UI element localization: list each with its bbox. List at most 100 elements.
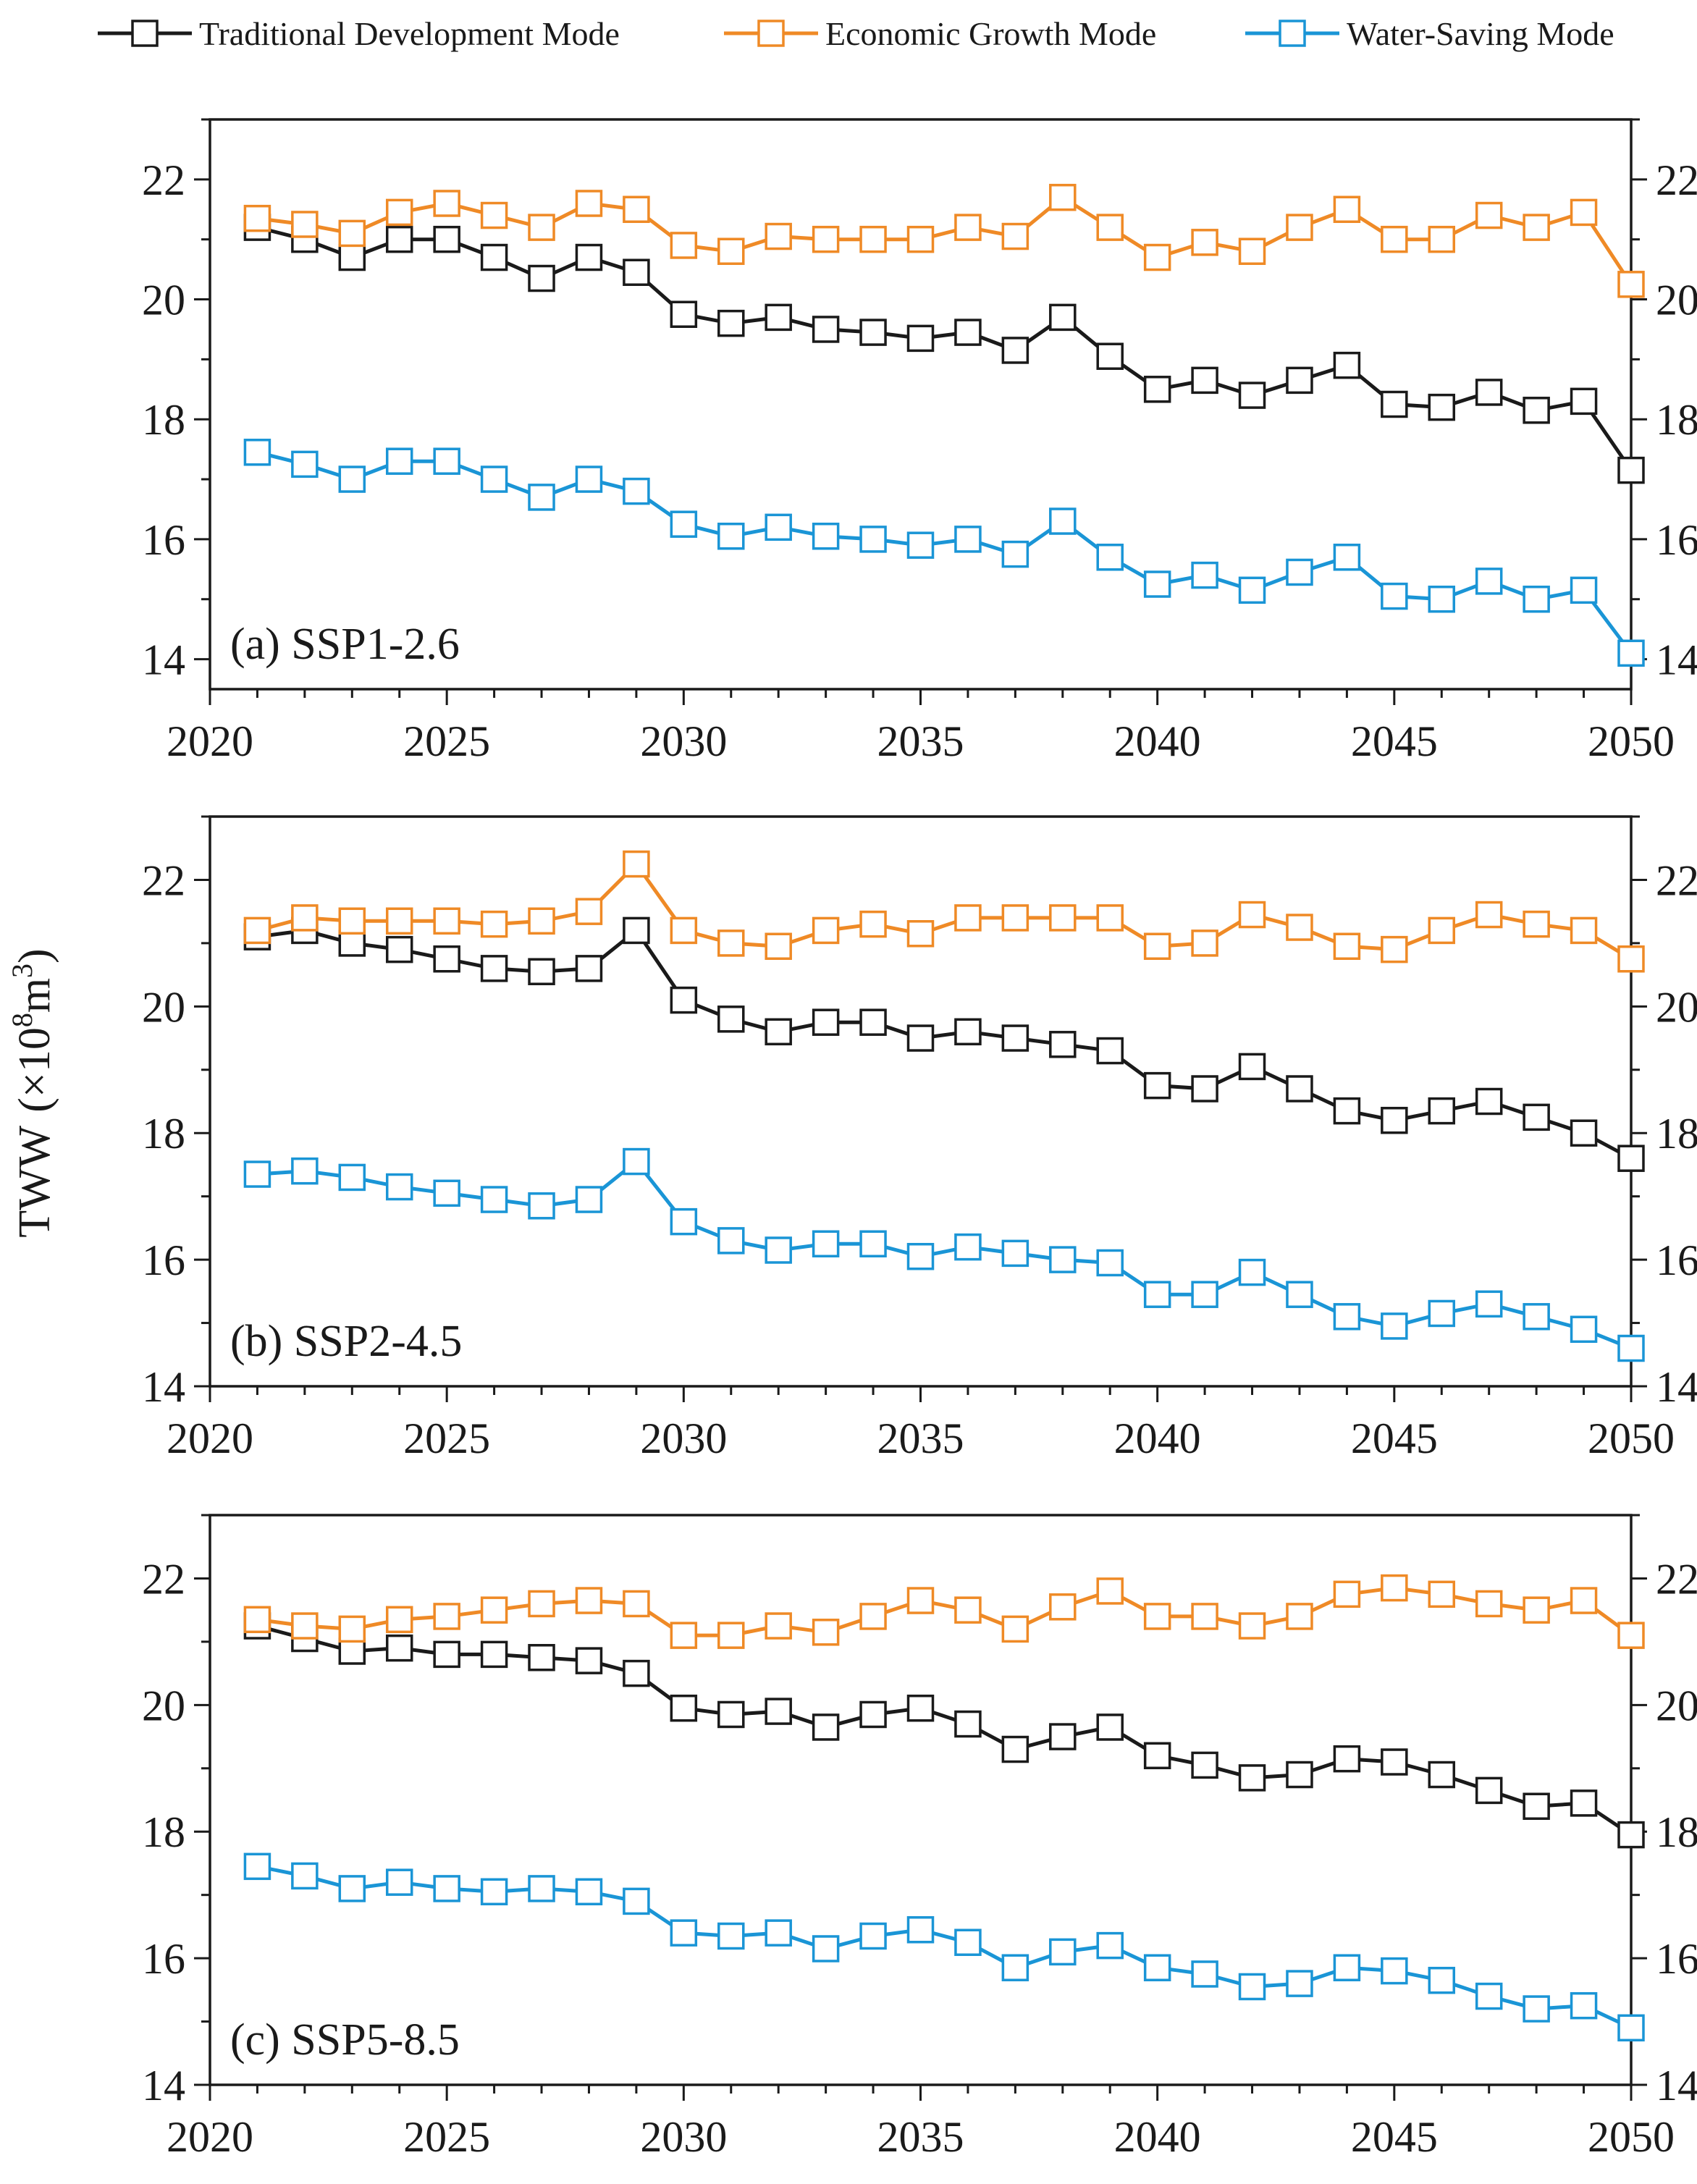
data-point-water_saving [1475, 1290, 1503, 1318]
data-point-traditional [1617, 1821, 1645, 1849]
data-point-traditional [954, 1710, 982, 1738]
data-point-water_saving [1286, 1970, 1313, 1997]
x-tick-label: 2050 [1588, 2113, 1675, 2161]
data-point-water_saving [528, 1875, 555, 1902]
data-point-economic [1475, 201, 1503, 229]
data-point-traditional [1096, 1037, 1124, 1065]
data-point-water_saving [1143, 1281, 1171, 1308]
data-point-economic [1617, 945, 1645, 973]
data-point-economic [1475, 1590, 1503, 1618]
data-point-traditional [1523, 397, 1550, 424]
data-point-economic [1523, 910, 1550, 938]
data-point-economic [1428, 916, 1456, 945]
series-water_saving [243, 439, 1645, 667]
data-point-traditional [812, 1008, 840, 1036]
data-point-water_saving [291, 1157, 319, 1185]
data-point-economic [859, 1603, 887, 1630]
data-point-economic [291, 1612, 319, 1640]
data-point-traditional [1333, 1097, 1361, 1125]
y-tick-label-right: 20 [1656, 277, 1697, 324]
y-tick-label-left: 14 [142, 1363, 185, 1411]
y-tick-label-left: 14 [142, 636, 185, 684]
data-point-traditional [906, 1694, 935, 1722]
y-tick-label-right: 16 [1656, 1935, 1697, 1983]
y-tick-label-right: 22 [1656, 1555, 1697, 1603]
data-point-traditional [575, 1647, 603, 1674]
data-point-economic [433, 907, 460, 935]
data-point-traditional [1191, 1075, 1218, 1102]
data-point-traditional [1475, 1087, 1503, 1116]
data-point-economic [1570, 916, 1598, 945]
data-point-traditional [480, 243, 508, 271]
data-point-economic [1238, 237, 1266, 266]
series-line-economic [257, 195, 1633, 286]
data-point-water_saving [1049, 507, 1077, 535]
data-point-traditional [1570, 1789, 1598, 1817]
data-point-economic [1617, 1622, 1645, 1649]
y-axis-title-unit: (×10 [10, 1027, 59, 1113]
x-tick-label: 2025 [403, 1414, 490, 1462]
data-point-water_saving [1523, 1995, 1550, 2023]
data-point-traditional [1381, 390, 1408, 418]
y-tick-label-right: 14 [1656, 2062, 1697, 2109]
data-point-water_saving [906, 1242, 935, 1270]
data-point-traditional [385, 225, 413, 253]
data-point-water_saving [1428, 585, 1456, 613]
x-tick-label: 2020 [167, 1414, 253, 1462]
data-point-water_saving [1001, 1239, 1029, 1268]
data-point-water_saving [433, 1179, 460, 1207]
data-point-water_saving [954, 526, 982, 553]
data-point-traditional [765, 303, 792, 332]
data-point-traditional [575, 243, 603, 271]
panel-label: (b) SSP2-4.5 [230, 1317, 462, 1366]
x-tick-label: 2020 [167, 2113, 253, 2161]
data-point-traditional [480, 955, 508, 982]
legend-item-economic: Economic Growth Mode [724, 15, 1156, 52]
data-point-economic [1381, 935, 1408, 964]
y-axis-title-close: ) [10, 948, 59, 964]
data-point-economic [480, 1596, 508, 1624]
data-point-traditional [1428, 1097, 1456, 1125]
data-point-economic [1001, 904, 1029, 932]
data-point-water_saving [859, 1922, 887, 1950]
y-axis-title-m: m [10, 978, 59, 1013]
data-point-traditional [1570, 1119, 1598, 1147]
data-point-economic [1333, 1580, 1361, 1609]
data-point-water_saving [717, 1227, 745, 1255]
data-point-traditional [1286, 366, 1313, 395]
data-point-water_saving [1191, 1960, 1218, 1988]
data-point-water_saving [1238, 576, 1266, 604]
y-axis-title-text: TWW (×108m3) [6, 948, 59, 1237]
data-point-traditional [1001, 337, 1029, 364]
data-point-economic [1523, 1596, 1550, 1624]
data-point-water_saving [1191, 1281, 1218, 1308]
legend-marker-water_saving [1279, 20, 1306, 47]
data-point-economic [575, 190, 603, 217]
data-point-water_saving [291, 1862, 319, 1890]
data-point-economic [1238, 901, 1266, 929]
x-tick-label: 2045 [1351, 1414, 1438, 1462]
data-point-economic [623, 195, 650, 224]
data-point-water_saving [859, 526, 887, 553]
series-economic [243, 183, 1645, 298]
data-point-water_saving [1143, 1954, 1171, 1981]
data-point-water_saving [433, 447, 460, 475]
data-point-water_saving [385, 1173, 413, 1201]
data-point-water_saving [480, 1878, 508, 1906]
data-point-economic [765, 932, 792, 961]
data-point-traditional [765, 1018, 792, 1046]
data-point-traditional [1143, 376, 1171, 403]
data-point-economic [575, 1587, 603, 1614]
data-point-economic [812, 1619, 840, 1646]
data-point-economic [1570, 198, 1598, 227]
data-point-traditional [812, 1713, 840, 1741]
x-tick-label: 2020 [167, 717, 253, 765]
series-line-water_saving [256, 450, 1633, 654]
data-point-traditional [1238, 381, 1266, 409]
data-point-traditional [717, 1005, 745, 1033]
data-point-traditional [717, 1700, 745, 1729]
data-point-water_saving [1049, 1938, 1077, 1966]
data-point-water_saving [670, 1207, 698, 1236]
series-line-traditional [256, 1624, 1633, 1837]
